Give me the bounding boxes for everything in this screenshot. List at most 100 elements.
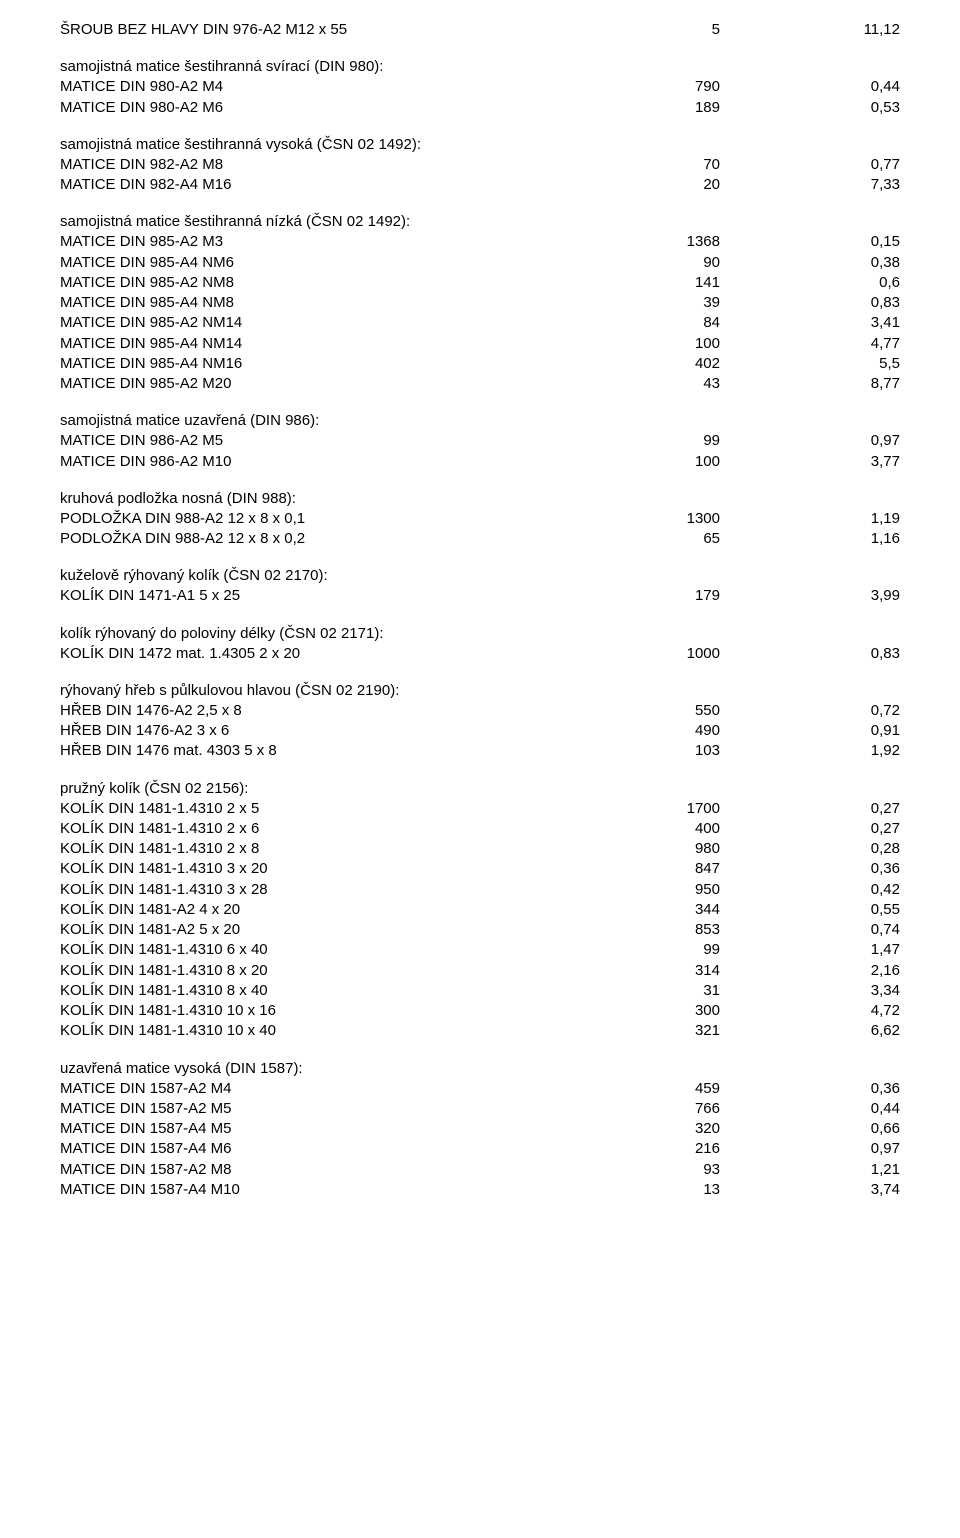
item-name: HŘEB DIN 1476 mat. 4303 5 x 8 <box>60 741 530 761</box>
table-row: KOLÍK DIN 1472 mat. 1.4305 2 x 2010000,8… <box>60 644 900 664</box>
section: samojistná matice šestihranná vysoká (ČS… <box>60 136 900 196</box>
item-qty: 20 <box>530 175 720 195</box>
table-row: MATICE DIN 1587-A2 M57660,44 <box>60 1099 900 1119</box>
item-price: 0,83 <box>720 644 900 664</box>
item-price: 0,44 <box>720 77 900 97</box>
table-row: MATICE DIN 985-A2 NM14843,41 <box>60 313 900 333</box>
section-title: kolík rýhovaný do poloviny délky (ČSN 02… <box>60 625 900 642</box>
item-qty: 99 <box>530 940 720 960</box>
table-row: ŠROUB BEZ HLAVY DIN 976-A2 M12 x 55 5 11… <box>60 20 900 40</box>
table-row: MATICE DIN 980-A2 M47900,44 <box>60 77 900 97</box>
item-name: KOLÍK DIN 1481-1.4310 3 x 20 <box>60 859 530 879</box>
item-price: 0,38 <box>720 253 900 273</box>
item-price: 1,92 <box>720 741 900 761</box>
item-name: PODLOŽKA DIN 988-A2 12 x 8 x 0,2 <box>60 529 530 549</box>
item-price: 0,27 <box>720 799 900 819</box>
item-price: 0,66 <box>720 1119 900 1139</box>
item-price: 8,77 <box>720 374 900 394</box>
item-price: 0,91 <box>720 721 900 741</box>
section: samojistná matice šestihranná nízká (ČSN… <box>60 213 900 394</box>
item-qty: 300 <box>530 1001 720 1021</box>
item-price: 11,12 <box>720 20 900 40</box>
table-row: MATICE DIN 985-A4 NM8390,83 <box>60 293 900 313</box>
table-row: MATICE DIN 1587-A2 M8931,21 <box>60 1160 900 1180</box>
item-name: MATICE DIN 985-A4 NM8 <box>60 293 530 313</box>
item-name: KOLÍK DIN 1481-1.4310 8 x 20 <box>60 961 530 981</box>
item-name: MATICE DIN 980-A2 M4 <box>60 77 530 97</box>
item-qty: 321 <box>530 1021 720 1041</box>
table-row: KOLÍK DIN 1471-A1 5 x 251793,99 <box>60 586 900 606</box>
item-name: MATICE DIN 982-A4 M16 <box>60 175 530 195</box>
item-name: MATICE DIN 1587-A2 M5 <box>60 1099 530 1119</box>
table-row: KOLÍK DIN 1481-1.4310 8 x 203142,16 <box>60 961 900 981</box>
item-price: 3,77 <box>720 452 900 472</box>
item-price: 3,74 <box>720 1180 900 1200</box>
section: pružný kolík (ČSN 02 2156):KOLÍK DIN 148… <box>60 780 900 1042</box>
item-qty: 70 <box>530 155 720 175</box>
item-qty: 459 <box>530 1079 720 1099</box>
item-name: KOLÍK DIN 1471-A1 5 x 25 <box>60 586 530 606</box>
item-qty: 550 <box>530 701 720 721</box>
item-name: MATICE DIN 985-A2 NM8 <box>60 273 530 293</box>
table-row: KOLÍK DIN 1481-1.4310 2 x 64000,27 <box>60 819 900 839</box>
table-row: HŘEB DIN 1476-A2 2,5 x 85500,72 <box>60 701 900 721</box>
section-title: samojistná matice uzavřená (DIN 986): <box>60 412 900 429</box>
section-title: kruhová podložka nosná (DIN 988): <box>60 490 900 507</box>
item-qty: 314 <box>530 961 720 981</box>
table-row: HŘEB DIN 1476-A2 3 x 64900,91 <box>60 721 900 741</box>
item-name: HŘEB DIN 1476-A2 3 x 6 <box>60 721 530 741</box>
item-qty: 790 <box>530 77 720 97</box>
item-name: KOLÍK DIN 1481-A2 5 x 20 <box>60 920 530 940</box>
item-name: KOLÍK DIN 1481-1.4310 3 x 28 <box>60 880 530 900</box>
page: ŠROUB BEZ HLAVY DIN 976-A2 M12 x 55 5 11… <box>0 0 960 1258</box>
item-qty: 99 <box>530 431 720 451</box>
item-qty: 1368 <box>530 232 720 252</box>
table-row: MATICE DIN 982-A2 M8700,77 <box>60 155 900 175</box>
item-name: KOLÍK DIN 1481-1.4310 6 x 40 <box>60 940 530 960</box>
section: kuželově rýhovaný kolík (ČSN 02 2170):KO… <box>60 567 900 606</box>
item-price: 0,42 <box>720 880 900 900</box>
item-qty: 100 <box>530 334 720 354</box>
item-price: 7,33 <box>720 175 900 195</box>
item-qty: 189 <box>530 98 720 118</box>
table-row: MATICE DIN 1587-A4 M62160,97 <box>60 1139 900 1159</box>
item-price: 1,19 <box>720 509 900 529</box>
table-row: MATICE DIN 985-A2 M20438,77 <box>60 374 900 394</box>
item-price: 0,36 <box>720 859 900 879</box>
table-row: MATICE DIN 1587-A4 M10133,74 <box>60 1180 900 1200</box>
item-name: MATICE DIN 980-A2 M6 <box>60 98 530 118</box>
item-name: KOLÍK DIN 1481-1.4310 2 x 8 <box>60 839 530 859</box>
table-row: MATICE DIN 985-A4 NM164025,5 <box>60 354 900 374</box>
item-qty: 402 <box>530 354 720 374</box>
table-row: MATICE DIN 1587-A2 M44590,36 <box>60 1079 900 1099</box>
item-price: 2,16 <box>720 961 900 981</box>
table-row: KOLÍK DIN 1481-1.4310 8 x 40313,34 <box>60 981 900 1001</box>
table-row: MATICE DIN 985-A2 NM81410,6 <box>60 273 900 293</box>
item-qty: 1000 <box>530 644 720 664</box>
item-qty: 100 <box>530 452 720 472</box>
item-name: MATICE DIN 985-A4 NM14 <box>60 334 530 354</box>
sections-container: samojistná matice šestihranná svírací (D… <box>60 58 900 1200</box>
item-name: MATICE DIN 1587-A2 M4 <box>60 1079 530 1099</box>
section: rýhovaný hřeb s půlkulovou hlavou (ČSN 0… <box>60 682 900 762</box>
table-row: KOLÍK DIN 1481-1.4310 10 x 163004,72 <box>60 1001 900 1021</box>
item-price: 0,74 <box>720 920 900 940</box>
item-price: 3,99 <box>720 586 900 606</box>
table-row: MATICE DIN 985-A4 NM141004,77 <box>60 334 900 354</box>
item-qty: 400 <box>530 819 720 839</box>
item-name: KOLÍK DIN 1472 mat. 1.4305 2 x 20 <box>60 644 530 664</box>
table-row: MATICE DIN 986-A2 M101003,77 <box>60 452 900 472</box>
item-price: 0,55 <box>720 900 900 920</box>
table-row: KOLÍK DIN 1481-A2 5 x 208530,74 <box>60 920 900 940</box>
item-qty: 853 <box>530 920 720 940</box>
item-name: MATICE DIN 1587-A2 M8 <box>60 1160 530 1180</box>
table-row: MATICE DIN 1587-A4 M53200,66 <box>60 1119 900 1139</box>
item-name: KOLÍK DIN 1481-1.4310 2 x 5 <box>60 799 530 819</box>
item-name: ŠROUB BEZ HLAVY DIN 976-A2 M12 x 55 <box>60 20 530 40</box>
item-qty: 93 <box>530 1160 720 1180</box>
item-price: 1,47 <box>720 940 900 960</box>
item-name: MATICE DIN 986-A2 M5 <box>60 431 530 451</box>
table-row: MATICE DIN 986-A2 M5990,97 <box>60 431 900 451</box>
item-price: 0,27 <box>720 819 900 839</box>
item-price: 5,5 <box>720 354 900 374</box>
